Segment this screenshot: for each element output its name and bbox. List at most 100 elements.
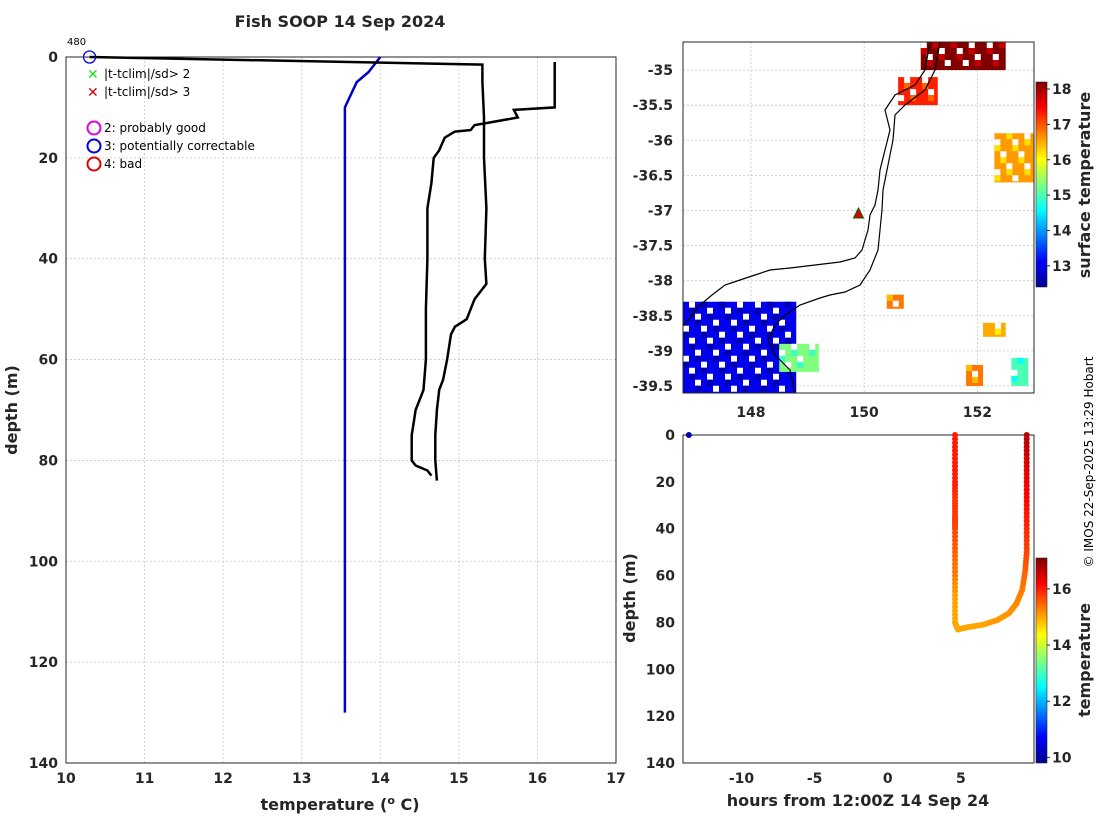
sst-missing-cell (725, 307, 731, 314)
sst-missing-cell (683, 355, 689, 362)
sst-missing-cell (683, 325, 689, 332)
sst-missing-cell (994, 169, 1001, 176)
time-x-tick-label: -5 (807, 771, 823, 787)
legend-circle-marker (86, 138, 102, 154)
sst-cell (719, 337, 725, 344)
legend-item-label: |t-tclim|/sd> 3 (104, 85, 190, 99)
sst-cell (1024, 139, 1031, 146)
time-y-axis-label: depth (m) (620, 553, 639, 643)
time-x-tick-label: 0 (883, 771, 893, 787)
sst-cell (886, 294, 893, 301)
sst-missing-cell (731, 385, 737, 392)
time-y-tick-label: 20 (656, 475, 676, 491)
sst-cell (928, 95, 935, 102)
sst-cell (695, 385, 701, 392)
sst-missing-cell (779, 319, 785, 326)
sst-cell (749, 331, 755, 338)
legend-item-label: 2: probably good (104, 121, 206, 135)
sst-cell (986, 48, 993, 54)
sst-missing-cell (1012, 175, 1019, 182)
sst-missing-cell (749, 355, 755, 362)
map-y-tick-label: -38.5 (633, 309, 673, 325)
sst-cell (1000, 157, 1007, 164)
map-y-tick-label: -36.5 (633, 168, 673, 184)
sst-missing-cell (785, 361, 792, 368)
map-x-tick-label: 148 (736, 405, 765, 421)
sst-missing-cell (761, 349, 767, 356)
sst-missing-cell (761, 379, 767, 386)
sst-missing-cell (707, 307, 713, 314)
sst-missing-cell (928, 89, 935, 96)
sst-missing-cell (986, 42, 993, 48)
sst-missing-cell (773, 373, 779, 380)
sst-cell (1011, 375, 1018, 382)
sst-missing-cell (904, 77, 911, 84)
sst-cell (779, 325, 785, 332)
depth-sample-point (1023, 432, 1030, 438)
x-tick-label: 12 (213, 771, 232, 787)
sst-missing-cell (737, 301, 743, 308)
sst-cell (707, 313, 713, 320)
y-tick-label: 120 (29, 655, 58, 671)
sst-cell (809, 349, 816, 356)
sst-cell (743, 385, 749, 392)
sst-cell (731, 361, 737, 368)
sst-missing-cell (992, 54, 999, 60)
time-y-tick-label: 140 (646, 756, 675, 772)
x-tick-label: 11 (135, 771, 154, 787)
sst-missing-cell (809, 343, 816, 350)
sst-missing-cell (1024, 133, 1031, 140)
map-y-tick-label: -38 (648, 274, 673, 290)
map-colorbar-tick-label: 13 (1052, 259, 1071, 275)
sst-cell (791, 349, 798, 356)
sst-cell (725, 349, 731, 356)
sst-cell (695, 319, 701, 326)
sst-missing-cell (731, 355, 737, 362)
time-y-tick-label: 80 (656, 615, 676, 631)
shelf-contour (767, 42, 941, 393)
sst-missing-cell (892, 300, 899, 307)
sst-cell (992, 60, 999, 66)
sst-cell (689, 343, 695, 350)
sst-cell (932, 42, 939, 48)
sst-cell (761, 355, 767, 362)
sst-cell (968, 48, 975, 54)
sst-cell (725, 313, 731, 320)
sst-missing-cell (962, 60, 969, 66)
sst-cell (956, 54, 963, 60)
sst-missing-cell (725, 343, 731, 350)
sst-cell (755, 373, 761, 380)
sst-cell (701, 367, 707, 374)
x-tick-label: 13 (292, 771, 311, 787)
series-line-profile-1 (89, 55, 488, 481)
sst-missing-cell (791, 343, 798, 350)
x-axis-label-end: C) (395, 795, 420, 814)
map-y-tick-label: -35 (648, 63, 673, 79)
sst-missing-cell (689, 301, 695, 308)
sst-missing-cell (779, 349, 786, 356)
time-x-tick-label: 5 (956, 771, 966, 787)
sst-cell (689, 373, 695, 380)
sst-cell (966, 364, 973, 371)
sst-cell (737, 373, 743, 380)
sst-missing-cell (1006, 163, 1013, 170)
sst-missing-cell (920, 42, 927, 48)
legend-item-label: |t-tclim|/sd> 2 (104, 67, 190, 81)
map-y-tick-label: -39 (648, 344, 673, 360)
x-tick-label: 16 (528, 771, 547, 787)
y-tick-label: 100 (29, 554, 58, 570)
time-x-tick-label: -10 (729, 771, 755, 787)
sst-cell (950, 42, 957, 48)
sst-missing-cell (797, 355, 804, 362)
y-tick-label: 0 (48, 50, 58, 66)
sst-missing-cell (755, 301, 761, 308)
sst-missing-cell (725, 373, 731, 380)
sst-cell (707, 343, 713, 350)
map-axes-frame (682, 41, 1035, 394)
sst-cell (761, 385, 767, 392)
sst-cell (972, 376, 979, 383)
sst-cell (719, 367, 725, 374)
sst-missing-cell (773, 337, 779, 344)
map-colorbar-tick-label: 14 (1052, 223, 1072, 239)
sst-cell (683, 331, 689, 338)
